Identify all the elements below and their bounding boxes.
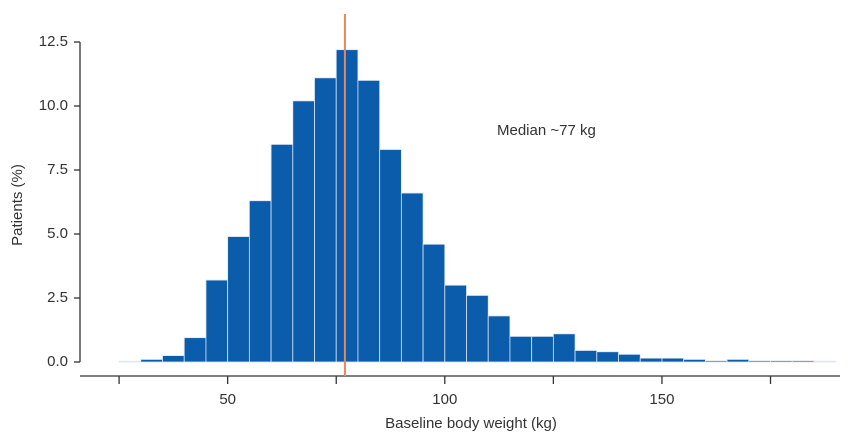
bar [205, 279, 229, 363]
bar [292, 100, 315, 363]
bar [683, 359, 706, 363]
bar [770, 360, 793, 363]
bar [618, 353, 641, 363]
bar [183, 337, 207, 363]
x-axis-label: Baseline body weight (kg) [385, 415, 557, 432]
bar [552, 333, 576, 363]
bar [357, 80, 381, 363]
bar [118, 360, 142, 363]
bar [487, 315, 511, 363]
median-annotation: Median ~77 kg [497, 122, 596, 139]
bar [248, 200, 272, 363]
y-tick-label: 5.0 [47, 225, 68, 242]
bar [704, 360, 728, 363]
bar [726, 359, 750, 363]
bar [813, 360, 837, 363]
bar [596, 351, 619, 363]
bar [791, 360, 815, 363]
bar [509, 335, 533, 363]
y-tick-label: 2.5 [47, 289, 68, 306]
bar [140, 359, 163, 363]
bar [314, 77, 337, 363]
x-tick-label: 50 [219, 391, 236, 408]
y-tick-label: 0.0 [47, 353, 68, 370]
bar [661, 357, 685, 363]
bar [400, 192, 424, 363]
bar [531, 335, 554, 363]
y-tick-label: 12.5 [39, 33, 68, 50]
bar [444, 284, 467, 363]
bar [422, 243, 446, 363]
bar [335, 49, 359, 363]
bar [379, 149, 402, 363]
bar [227, 236, 250, 363]
x-tick-label: 150 [649, 391, 674, 408]
y-tick-label: 10.0 [39, 97, 68, 114]
x-tick-label: 100 [432, 391, 457, 408]
y-tick-label: 7.5 [47, 161, 68, 178]
bar [748, 360, 771, 363]
bar [466, 295, 489, 363]
bar [574, 350, 598, 363]
bar [162, 355, 185, 363]
bar [639, 357, 663, 363]
y-axis-label: Patients (%) [9, 164, 26, 246]
bar [270, 143, 294, 363]
